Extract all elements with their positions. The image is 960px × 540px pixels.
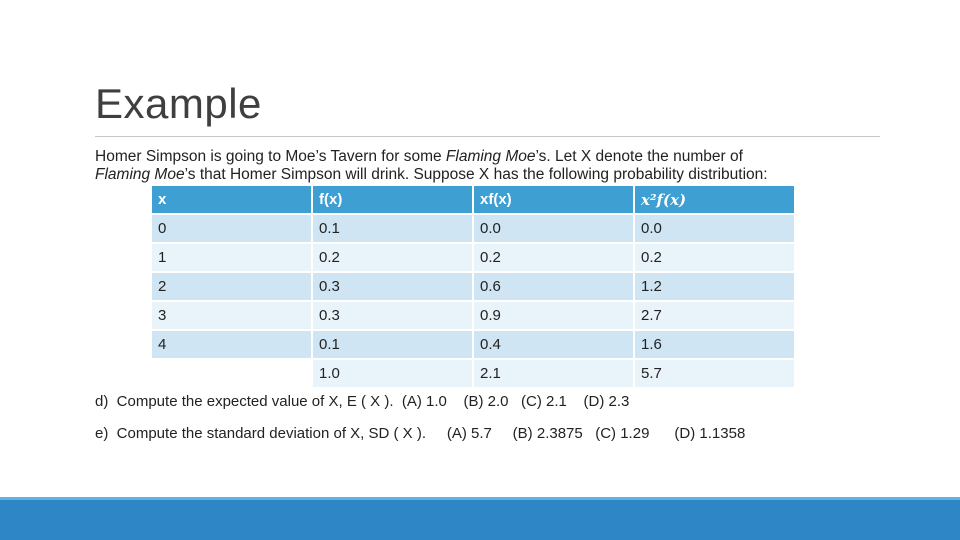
- intro-part-1: Homer Simpson is going to Moe’s Tavern f…: [95, 148, 446, 165]
- table-row: 1 0.2 0.2 0.2: [152, 244, 796, 273]
- cell-blank: [152, 360, 313, 389]
- cell-xfx: 0.0: [474, 215, 635, 244]
- header-x: x: [152, 186, 313, 215]
- cell-fx: 0.3: [313, 273, 474, 302]
- footer-bar: [0, 497, 960, 540]
- cell-fx: 0.1: [313, 331, 474, 360]
- total-xfx: 2.1: [474, 360, 635, 389]
- header-xfx: xf(x): [474, 186, 635, 215]
- cell-x: 4: [152, 331, 313, 360]
- cell-x: 0: [152, 215, 313, 244]
- cell-x2fx: 2.7: [635, 302, 796, 331]
- cell-x: 1: [152, 244, 313, 273]
- header-fx: f(x): [313, 186, 474, 215]
- cell-x: 2: [152, 273, 313, 302]
- cell-xfx: 0.4: [474, 331, 635, 360]
- table-row: 4 0.1 0.4 1.6: [152, 331, 796, 360]
- table-row: 0 0.1 0.0 0.0: [152, 215, 796, 244]
- table-totals-row: 1.0 2.1 5.7: [152, 360, 796, 389]
- cell-fx: 0.3: [313, 302, 474, 331]
- question-d: d) Compute the expected value of X, E ( …: [95, 393, 630, 410]
- cell-x2fx: 0.2: [635, 244, 796, 273]
- table-row: 3 0.3 0.9 2.7: [152, 302, 796, 331]
- cell-x2fx: 1.6: [635, 331, 796, 360]
- cell-x: 3: [152, 302, 313, 331]
- cell-fx: 0.2: [313, 244, 474, 273]
- intro-italic-2: Flaming Moe: [95, 166, 185, 183]
- intro-part-2: ’s. Let X denote the number of: [535, 148, 743, 165]
- table-row: 2 0.3 0.6 1.2: [152, 273, 796, 302]
- cell-xfx: 0.9: [474, 302, 635, 331]
- footer-accent-line: [0, 497, 960, 500]
- total-fx: 1.0: [313, 360, 474, 389]
- header-x2fx: x²f(x): [635, 186, 796, 215]
- intro-italic-1: Flaming Moe: [445, 148, 536, 165]
- cell-x2fx: 1.2: [635, 273, 796, 302]
- slide-title: Example: [95, 80, 262, 127]
- intro-text: Homer Simpson is going to Moe’s Tavern f…: [95, 148, 885, 184]
- cell-x2fx: 0.0: [635, 215, 796, 244]
- title-divider: [95, 136, 880, 137]
- cell-xfx: 0.6: [474, 273, 635, 302]
- cell-xfx: 0.2: [474, 244, 635, 273]
- total-x2fx: 5.7: [635, 360, 796, 389]
- table-header-row: x f(x) xf(x) x²f(x): [152, 186, 796, 215]
- header-x2fx-label: x²f(x): [641, 190, 687, 209]
- intro-part-3: ’s that Homer Simpson will drink. Suppos…: [184, 166, 768, 183]
- cell-fx: 0.1: [313, 215, 474, 244]
- probability-table: x f(x) xf(x) x²f(x) 0 0.1 0.0 0.0 1 0.2 …: [152, 186, 796, 389]
- question-e: e) Compute the standard deviation of X, …: [95, 425, 746, 442]
